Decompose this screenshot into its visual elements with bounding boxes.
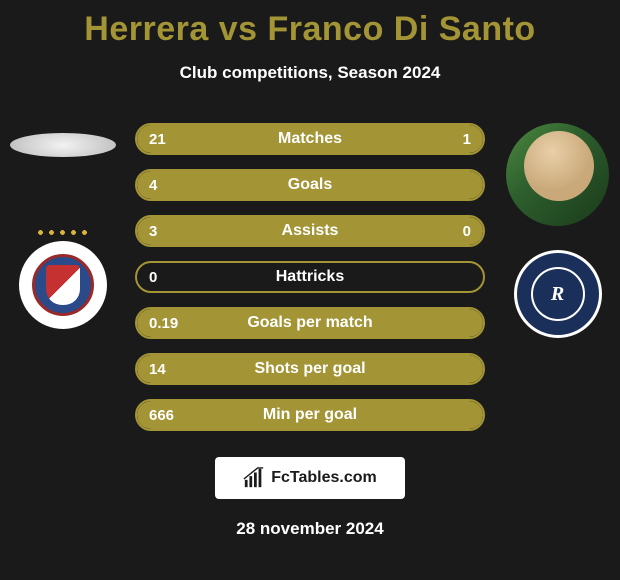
stat-label: Matches xyxy=(137,130,483,148)
stat-row: 666Min per goal xyxy=(135,399,485,431)
stat-label: Goals xyxy=(137,176,483,194)
club-badge-right: R xyxy=(514,250,602,338)
stat-value-right: 1 xyxy=(463,131,471,148)
chart-icon xyxy=(243,467,265,489)
stat-row: 3Assists0 xyxy=(135,215,485,247)
player-right-avatar xyxy=(506,123,609,226)
comparison-content: R 21Matches14Goals3Assists00Hattricks0.1… xyxy=(0,123,620,431)
stat-row: 14Shots per goal xyxy=(135,353,485,385)
club-badge-left xyxy=(19,241,107,329)
club-right-monogram: R xyxy=(533,269,583,319)
stat-row: 0Hattricks xyxy=(135,261,485,293)
stat-row: 0.19Goals per match xyxy=(135,307,485,339)
player-left-column xyxy=(10,123,115,329)
date-text: 28 november 2024 xyxy=(0,519,620,539)
stat-label: Shots per goal xyxy=(137,360,483,378)
footer-brand-badge: FcTables.com xyxy=(215,457,405,499)
stat-row: 4Goals xyxy=(135,169,485,201)
player-right-column: R xyxy=(505,123,610,338)
stat-label: Hattricks xyxy=(137,268,483,286)
stats-list: 21Matches14Goals3Assists00Hattricks0.19G… xyxy=(135,123,485,431)
page-title: Herrera vs Franco Di Santo xyxy=(0,0,620,49)
subtitle: Club competitions, Season 2024 xyxy=(0,63,620,83)
stat-value-right: 0 xyxy=(463,223,471,240)
player-left-avatar xyxy=(10,133,116,157)
stat-label: Goals per match xyxy=(137,314,483,332)
stat-label: Assists xyxy=(137,222,483,240)
stat-row: 21Matches1 xyxy=(135,123,485,155)
stat-label: Min per goal xyxy=(137,406,483,424)
footer-brand-text: FcTables.com xyxy=(271,469,377,487)
